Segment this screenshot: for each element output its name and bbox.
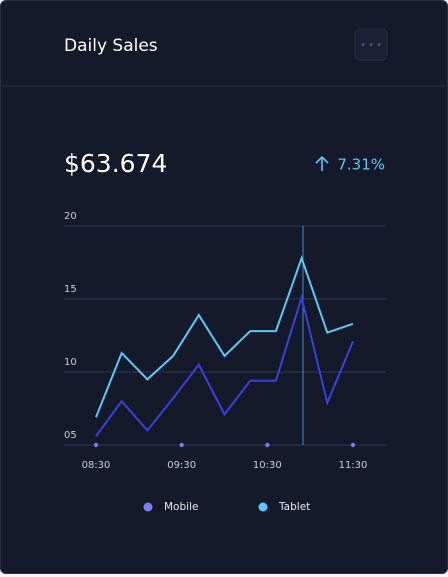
y-tick-label: 05 xyxy=(64,430,77,441)
legend-marker xyxy=(258,502,268,512)
x-tick-dot xyxy=(350,442,356,448)
x-tick-label: 09:30 xyxy=(167,460,196,471)
x-tick-label: 08:30 xyxy=(82,460,111,471)
trend-value: 7.31% xyxy=(337,156,385,174)
trend-arrow xyxy=(315,155,329,171)
legend-label: Tablet xyxy=(278,501,310,513)
total-value: $63.674 xyxy=(64,149,167,178)
y-tick-label: 10 xyxy=(64,357,77,368)
legend-marker xyxy=(143,502,153,512)
x-tick-label: 10:30 xyxy=(253,460,282,471)
x-tick-dot xyxy=(93,442,99,448)
more-dot xyxy=(369,43,373,46)
y-tick-label: 15 xyxy=(64,284,77,295)
legend-label: Mobile xyxy=(164,501,198,513)
y-tick-label: 20 xyxy=(64,211,77,222)
more-dot xyxy=(361,43,365,46)
series-line xyxy=(95,255,354,418)
more-dot xyxy=(377,43,381,46)
x-tick-dot xyxy=(265,442,270,448)
card-title: Daily Sales xyxy=(64,36,158,56)
x-tick-label: 11:30 xyxy=(339,460,368,471)
series-line xyxy=(95,293,354,437)
x-tick-dot xyxy=(179,442,184,448)
